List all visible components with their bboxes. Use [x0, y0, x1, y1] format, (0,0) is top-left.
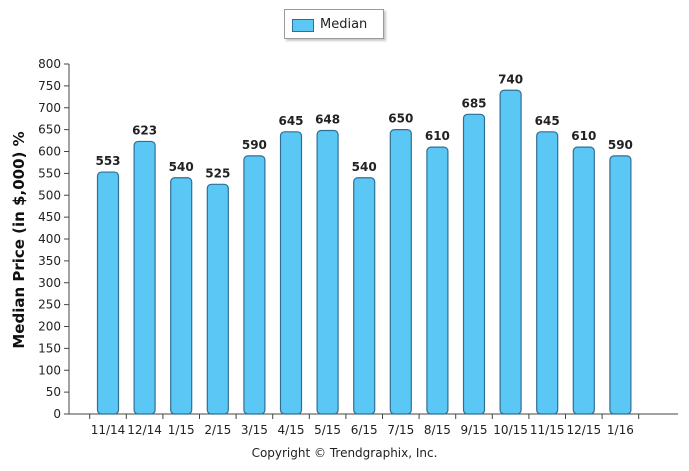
bar: [96, 171, 120, 415]
legend: Median: [284, 9, 384, 39]
bar: [133, 140, 156, 415]
x-axis: 11/14 12/14 1/15 2/15 3/15 4/15 5/15 6/15 7/15 8/…: [69, 413, 678, 437]
y-tick-label: 500: [38, 188, 61, 202]
bar: [353, 177, 376, 415]
y-tick-label: 550: [38, 166, 61, 180]
x-tick-label: 11/14: [91, 423, 126, 437]
bar: [499, 89, 522, 415]
x-tick-label: 1/15: [168, 423, 195, 437]
x-tick-label: 7/15: [387, 423, 414, 437]
y-tick-label: 100: [38, 363, 61, 377]
y-axis-label: Median Price (in $,000) %: [10, 131, 28, 349]
x-tick-label: 9/15: [461, 423, 488, 437]
legend-swatch: [292, 19, 314, 32]
bar: [609, 155, 632, 415]
data-label: 525: [205, 166, 230, 180]
y-tick-label: 800: [38, 57, 61, 71]
data-label: 740: [498, 72, 523, 86]
y-tick-label: 50: [46, 385, 61, 399]
copyright-footer: Copyright © Trendgraphix, Inc.: [251, 446, 438, 460]
legend-label: Median: [320, 17, 368, 32]
data-label: 645: [278, 114, 303, 128]
data-label: 610: [425, 129, 450, 143]
x-tick-label: 6/15: [351, 423, 378, 437]
data-label: 590: [242, 138, 267, 152]
data-label: 540: [352, 160, 377, 174]
x-tick-label: 11/15: [530, 423, 565, 437]
x-tick-label: 12/15: [567, 423, 602, 437]
bar: [316, 129, 339, 415]
bar: [536, 131, 559, 415]
x-tick-label: 1/16: [607, 423, 634, 437]
bars-group: [96, 89, 632, 415]
data-label: 553: [95, 154, 120, 168]
bar: [170, 177, 193, 415]
x-tick-label: 5/15: [314, 423, 341, 437]
bar: [572, 146, 595, 415]
y-tick-label: 450: [38, 210, 61, 224]
y-tick-label: 700: [38, 101, 61, 115]
y-tick-label: 0: [53, 407, 61, 421]
bar: [279, 131, 303, 415]
x-tick-label: 3/15: [241, 423, 268, 437]
x-tick-label: 4/15: [278, 423, 305, 437]
data-label: 623: [132, 123, 157, 137]
y-axis: 0 50 100 150 200 250 300 350 400 450 500 550 600 650 7…: [38, 57, 70, 421]
y-tick-label: 400: [38, 232, 61, 246]
data-label: 685: [461, 96, 486, 110]
data-label: 648: [315, 113, 340, 127]
y-tick-label: 150: [38, 341, 61, 355]
x-tick-label: 10/15: [493, 423, 528, 437]
y-tick-label: 350: [38, 254, 61, 268]
bar: [243, 155, 266, 415]
x-tick-label: 8/15: [424, 423, 451, 437]
y-tick-label: 200: [38, 320, 61, 334]
y-tick-label: 600: [38, 145, 61, 159]
bar: [462, 113, 486, 415]
x-tick-label: 2/15: [204, 423, 231, 437]
data-labels-group: 553 623 540 525 590 645 648 540 650 610 685 740 645 6…: [95, 72, 632, 180]
data-label: 650: [388, 112, 413, 126]
bar: [389, 129, 412, 415]
bar: [426, 146, 449, 415]
y-tick-label: 250: [38, 298, 61, 312]
data-label: 540: [169, 160, 194, 174]
y-tick-label: 750: [38, 79, 61, 93]
y-tick-label: 650: [38, 123, 61, 137]
data-label: 610: [571, 129, 596, 143]
data-label: 590: [608, 138, 633, 152]
y-tick-label: 300: [38, 276, 61, 290]
bar: [206, 183, 229, 415]
data-label: 645: [535, 114, 560, 128]
x-tick-label: 12/14: [127, 423, 162, 437]
